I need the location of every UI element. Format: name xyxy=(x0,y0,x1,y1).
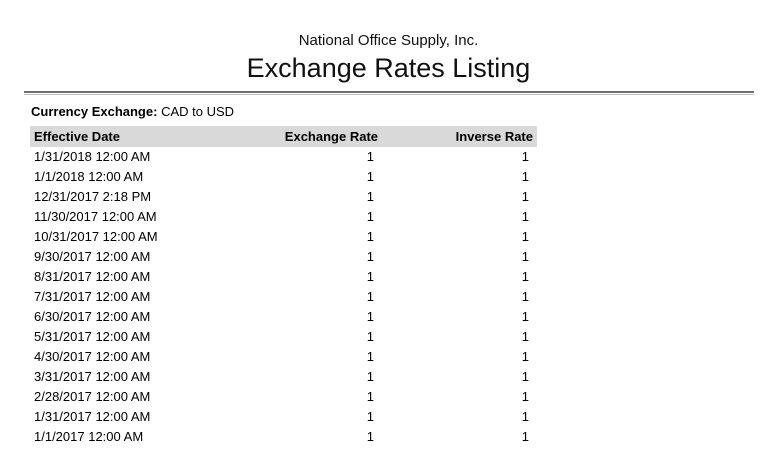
inverse-rate-cell: 1 xyxy=(521,269,529,285)
effective-date-cell: 1/1/2017 12:00 AM xyxy=(34,429,144,445)
exchange-rate-cell: 1 xyxy=(366,149,374,165)
exchange-rate-cell: 1 xyxy=(366,309,374,325)
table-row: 11/30/2017 12:00 AM 1 1 xyxy=(30,207,537,227)
exchange-rate-cell: 1 xyxy=(366,329,374,345)
effective-date-cell: 1/1/2018 12:00 AM xyxy=(34,169,144,185)
inverse-rate-cell: 1 xyxy=(521,229,529,245)
table-row: 9/30/2017 12:00 AM 1 1 xyxy=(30,247,537,267)
inverse-rate-cell: 1 xyxy=(521,289,529,305)
exchange-rate-cell: 1 xyxy=(366,369,374,385)
exchange-rate-cell: 1 xyxy=(366,429,374,445)
effective-date-cell: 4/30/2017 12:00 AM xyxy=(34,349,151,365)
inverse-rate-cell: 1 xyxy=(521,169,529,185)
inverse-rate-cell: 1 xyxy=(521,389,529,405)
exchange-rate-cell: 1 xyxy=(366,389,374,405)
effective-date-cell: 1/31/2018 12:00 AM xyxy=(34,149,151,165)
effective-date-cell: 2/28/2017 12:00 AM xyxy=(34,389,151,405)
effective-date-cell: 8/31/2017 12:00 AM xyxy=(34,269,151,285)
table-row: 6/30/2017 12:00 AM 1 1 xyxy=(30,307,537,327)
effective-date-cell: 6/30/2017 12:00 AM xyxy=(34,309,151,325)
table-row: 3/31/2017 12:00 AM 1 1 xyxy=(30,367,537,387)
inverse-rate-cell: 1 xyxy=(521,369,529,385)
effective-date-cell: 12/31/2017 2:18 PM xyxy=(34,189,152,205)
exchange-rate-cell: 1 xyxy=(366,189,374,205)
effective-date-cell: 3/31/2017 12:00 AM xyxy=(34,369,151,385)
exchange-rate-cell: 1 xyxy=(366,229,374,245)
table-header-row: Effective Date Exchange Rate Inverse Rat… xyxy=(30,125,537,147)
exchange-rate-cell: 1 xyxy=(366,169,374,185)
company-name: National Office Supply, Inc. xyxy=(298,32,479,49)
table-row: 8/31/2017 12:00 AM 1 1 xyxy=(30,267,537,287)
column-header-effective-date: Effective Date xyxy=(30,125,255,147)
table-row: 5/31/2017 12:00 AM 1 1 xyxy=(30,327,537,347)
effective-date-cell: 7/31/2017 12:00 AM xyxy=(34,289,151,305)
exchange-rate-cell: 1 xyxy=(366,409,374,425)
exchange-rate-cell: 1 xyxy=(366,209,374,225)
effective-date-cell: 11/30/2017 12:00 AM xyxy=(34,209,157,225)
currency-exchange-value: CAD to USD xyxy=(161,104,235,120)
inverse-rate-cell: 1 xyxy=(521,209,529,225)
exchange-rate-cell: 1 xyxy=(366,249,374,265)
currency-exchange-line: Currency Exchange: CAD to USD xyxy=(31,104,777,120)
inverse-rate-cell: 1 xyxy=(521,429,529,445)
table-row: 4/30/2017 12:00 AM 1 1 xyxy=(30,347,537,367)
table-row: 7/31/2017 12:00 AM 1 1 xyxy=(30,287,537,307)
title-divider-rule xyxy=(24,91,754,96)
column-header-exchange-rate: Exchange Rate xyxy=(255,125,382,147)
table-row: 1/1/2017 12:00 AM 1 1 xyxy=(30,427,537,447)
inverse-rate-cell: 1 xyxy=(521,329,529,345)
table-row: 1/31/2017 12:00 AM 1 1 xyxy=(30,407,537,427)
exchange-rates-table: Effective Date Exchange Rate Inverse Rat… xyxy=(30,125,537,447)
table-row: 1/1/2018 12:00 AM 1 1 xyxy=(30,167,537,187)
inverse-rate-cell: 1 xyxy=(521,249,529,265)
exchange-rate-cell: 1 xyxy=(366,269,374,285)
table-row: 12/31/2017 2:18 PM 1 1 xyxy=(30,187,537,207)
inverse-rate-cell: 1 xyxy=(521,349,529,365)
currency-exchange-label: Currency Exchange: xyxy=(31,104,158,120)
table-header: Effective Date Exchange Rate Inverse Rat… xyxy=(30,125,537,147)
table-row: 10/31/2017 12:00 AM 1 1 xyxy=(30,227,537,247)
effective-date-cell: 10/31/2017 12:00 AM xyxy=(34,229,158,245)
effective-date-cell: 5/31/2017 12:00 AM xyxy=(34,329,151,345)
page-title: Exchange Rates Listing xyxy=(246,53,531,83)
table-body: 1/31/2018 12:00 AM 1 1 1/1/2018 12:00 AM… xyxy=(30,147,537,447)
exchange-rate-cell: 1 xyxy=(366,289,374,305)
table-row: 1/31/2018 12:00 AM 1 1 xyxy=(30,147,537,167)
column-header-inverse-rate: Inverse Rate xyxy=(382,125,537,147)
inverse-rate-cell: 1 xyxy=(521,189,529,205)
effective-date-cell: 1/31/2017 12:00 AM xyxy=(34,409,151,425)
inverse-rate-cell: 1 xyxy=(521,409,529,425)
inverse-rate-cell: 1 xyxy=(521,149,529,165)
table-row: 2/28/2017 12:00 AM 1 1 xyxy=(30,387,537,407)
inverse-rate-cell: 1 xyxy=(521,309,529,325)
effective-date-cell: 9/30/2017 12:00 AM xyxy=(34,249,151,265)
exchange-rate-cell: 1 xyxy=(366,349,374,365)
